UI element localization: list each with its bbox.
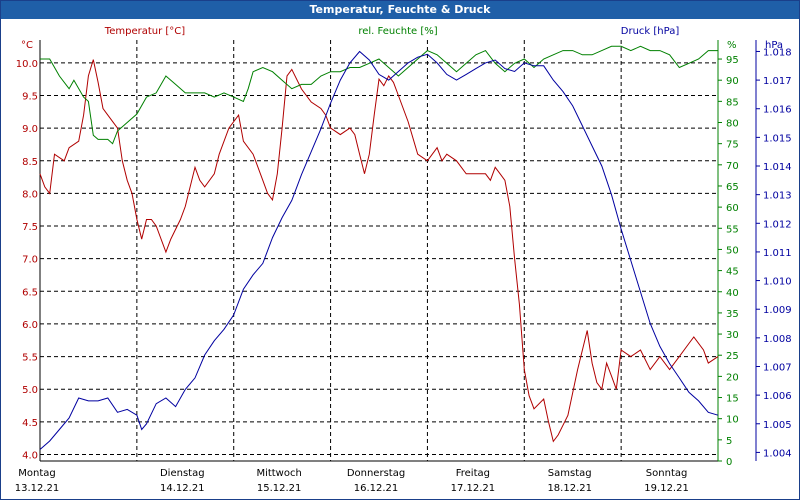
humidity-tick-label: 5 (726, 436, 732, 447)
humidity-tick-label: 15 (726, 394, 739, 405)
x-tick-label-date: 19.12.21 (644, 483, 689, 494)
temperature-tick-label: 8.5 (22, 157, 38, 168)
temperature-tick-label: 6.5 (22, 287, 38, 298)
humidity-unit: % (727, 40, 737, 51)
x-tick-label-day: Mittwoch (256, 468, 301, 479)
x-tick-label-day: Sonntag (646, 468, 688, 479)
temperature-unit: °C (21, 40, 33, 51)
humidity-tick-label: 45 (726, 267, 739, 278)
humidity-tick-label: 0 (726, 457, 732, 468)
x-tick-label-date: 15.12.21 (257, 483, 302, 494)
pressure-tick-label: 1.012 (763, 219, 792, 230)
pressure-tick-label: 1.006 (763, 391, 792, 402)
humidity-tick-label: 40 (726, 288, 739, 299)
pressure-tick-label: 1.017 (763, 76, 792, 87)
pressure-tick-label: 1.013 (763, 191, 792, 202)
pressure-tick-label: 1.018 (763, 47, 792, 58)
temperature-tick-label: 9.0 (22, 124, 38, 135)
temperature-tick-label: 7.5 (22, 222, 38, 233)
pressure-tick-label: 1.005 (763, 420, 792, 431)
pressure-series-line (39, 50, 719, 450)
x-tick-label-date: 16.12.21 (354, 483, 399, 494)
x-tick-label-day: Samstag (548, 468, 592, 479)
temperature-tick-label: 6.0 (22, 320, 38, 331)
temperature-tick-label: 8.0 (22, 189, 38, 200)
humidity-tick-label: 20 (726, 372, 739, 383)
humidity-tick-label: 95 (726, 55, 739, 66)
temperature-legend: Temperatur [°C] (104, 26, 185, 37)
pressure-tick-label: 1.010 (763, 277, 792, 288)
pressure-unit: hPa (765, 40, 783, 51)
temperature-tick-label: 10.0 (16, 59, 38, 70)
humidity-tick-label: 50 (726, 245, 739, 256)
pressure-tick-label: 1.004 (763, 448, 792, 459)
humidity-tick-label: 80 (726, 119, 739, 130)
pressure-tick-label: 1.016 (763, 105, 792, 116)
temperature-series-line (39, 59, 719, 443)
x-tick-label-date: 13.12.21 (15, 483, 60, 494)
x-tick-label-day: Dienstag (160, 468, 205, 479)
x-tick-label-day: Freitag (456, 468, 490, 479)
humidity-tick-label: 60 (726, 203, 739, 214)
temperature-tick-label: 4.5 (22, 418, 38, 429)
humidity-tick-label: 90 (726, 76, 739, 87)
chart-title: Temperatur, Feuchte & Druck (1, 1, 799, 19)
humidity-tick-label: 30 (726, 330, 739, 341)
humidity-tick-label: 55 (726, 224, 739, 235)
pressure-legend: Druck [hPa] (621, 26, 680, 37)
pressure-tick-label: 1.009 (763, 305, 792, 316)
temperature-tick-label: 5.0 (22, 385, 38, 396)
humidity-tick-label: 70 (726, 161, 739, 172)
x-tick-label-date: 14.12.21 (160, 483, 205, 494)
pressure-tick-label: 1.008 (763, 334, 792, 345)
x-tick-label-date: 18.12.21 (547, 483, 592, 494)
temperature-tick-label: 7.0 (22, 255, 38, 266)
humidity-series-line (40, 45, 718, 145)
pressure-tick-label: 1.011 (763, 248, 792, 259)
x-tick-label-day: Donnerstag (347, 468, 405, 479)
temperature-tick-label: 9.5 (22, 91, 38, 102)
humidity-tick-label: 75 (726, 140, 739, 151)
pressure-tick-label: 1.015 (763, 133, 792, 144)
pressure-tick-label: 1.007 (763, 362, 792, 373)
humidity-tick-label: 35 (726, 309, 739, 320)
humidity-tick-label: 10 (726, 415, 739, 426)
temperature-tick-label: 4.0 (22, 450, 38, 461)
temperature-tick-label: 5.5 (22, 353, 38, 364)
x-tick-label-date: 17.12.21 (451, 483, 496, 494)
humidity-tick-label: 85 (726, 97, 739, 108)
humidity-tick-label: 25 (726, 351, 739, 362)
pressure-tick-label: 1.014 (763, 162, 792, 173)
humidity-tick-label: 65 (726, 182, 739, 193)
x-tick-label-day: Montag (18, 468, 55, 479)
humidity-legend: rel. Feuchte [%] (358, 26, 437, 37)
